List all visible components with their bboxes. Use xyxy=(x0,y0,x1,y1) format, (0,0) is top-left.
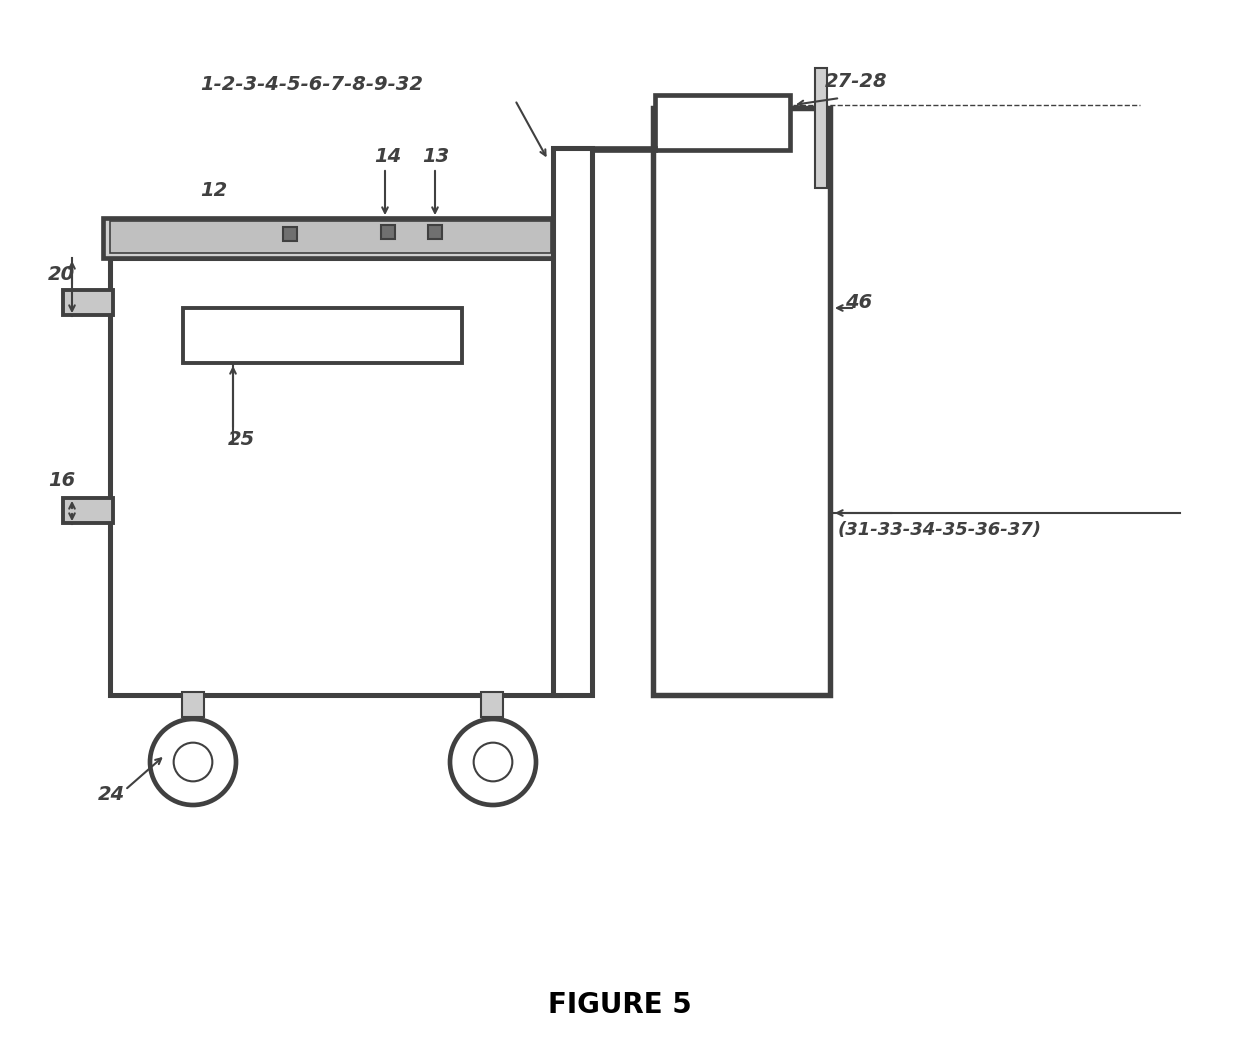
Circle shape xyxy=(474,743,512,781)
Text: 16: 16 xyxy=(48,471,76,490)
Circle shape xyxy=(150,719,236,805)
Bar xyxy=(653,108,830,695)
Bar xyxy=(481,673,503,695)
Bar xyxy=(481,692,503,717)
Bar xyxy=(182,673,205,695)
Bar xyxy=(381,225,396,238)
Bar xyxy=(655,95,790,151)
Text: 13: 13 xyxy=(422,147,449,166)
Bar xyxy=(63,498,113,523)
Bar xyxy=(110,220,551,253)
Bar xyxy=(815,68,827,188)
Text: (31-33-34-35-36-37): (31-33-34-35-36-37) xyxy=(838,522,1042,538)
Text: 20: 20 xyxy=(48,265,76,284)
Circle shape xyxy=(174,743,212,781)
Text: 24: 24 xyxy=(98,785,125,803)
Bar xyxy=(553,148,591,695)
Bar xyxy=(63,290,113,315)
Bar xyxy=(103,218,558,258)
Bar xyxy=(184,308,463,363)
Bar xyxy=(283,227,298,241)
Text: 1-2-3-4-5-6-7-8-9-32: 1-2-3-4-5-6-7-8-9-32 xyxy=(201,75,424,94)
Circle shape xyxy=(450,719,536,805)
Text: 12: 12 xyxy=(200,181,227,200)
Text: 27-28: 27-28 xyxy=(825,72,888,91)
Text: 46: 46 xyxy=(844,293,872,312)
Bar xyxy=(182,692,205,717)
Text: 25: 25 xyxy=(228,430,255,449)
Bar xyxy=(428,225,441,238)
Bar xyxy=(110,258,560,695)
Text: 14: 14 xyxy=(374,147,402,166)
Text: FIGURE 5: FIGURE 5 xyxy=(548,991,692,1019)
